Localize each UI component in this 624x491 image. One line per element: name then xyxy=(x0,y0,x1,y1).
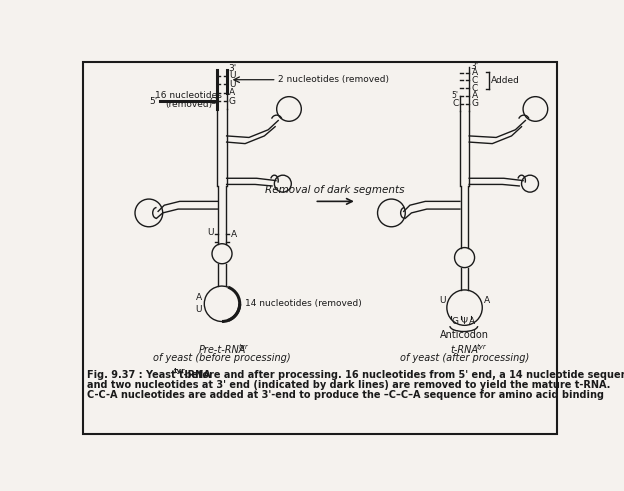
Text: G: G xyxy=(229,97,236,106)
Text: U: U xyxy=(195,305,202,314)
Text: Fig. 9.37 : Yeast t-RNA: Fig. 9.37 : Yeast t-RNA xyxy=(87,370,211,380)
Text: Added: Added xyxy=(490,76,520,85)
Text: A: A xyxy=(469,317,475,326)
Text: 3': 3' xyxy=(470,62,479,71)
Text: A: A xyxy=(196,293,202,302)
Text: 14 nucleotides (removed): 14 nucleotides (removed) xyxy=(245,300,362,308)
Text: G: G xyxy=(472,99,479,108)
Text: of yeast (after processing): of yeast (after processing) xyxy=(400,353,529,363)
Text: U: U xyxy=(229,80,235,89)
Text: A: A xyxy=(230,230,236,239)
Text: tyr: tyr xyxy=(239,344,249,350)
Text: A: A xyxy=(472,68,477,77)
Text: 16 nucleotides: 16 nucleotides xyxy=(155,91,222,100)
Text: t-RNA: t-RNA xyxy=(451,345,479,355)
Text: A: A xyxy=(472,91,477,100)
Text: C: C xyxy=(452,99,459,108)
Text: 5': 5' xyxy=(451,91,459,100)
Text: A: A xyxy=(229,88,235,97)
Text: U: U xyxy=(229,71,235,81)
Text: 2 nucleotides (removed): 2 nucleotides (removed) xyxy=(278,75,389,84)
Text: Removal of dark segments: Removal of dark segments xyxy=(265,185,405,195)
Text: C: C xyxy=(472,83,478,93)
Text: G: G xyxy=(452,317,459,326)
Text: tyr: tyr xyxy=(173,368,185,375)
Text: Pre-t-RNA: Pre-t-RNA xyxy=(198,345,246,355)
Text: C: C xyxy=(472,76,478,85)
Text: U: U xyxy=(207,228,213,238)
Text: 3': 3' xyxy=(228,64,236,74)
Text: and two nucleotides at 3' end (indicated by dark lines) are removed to yield the: and two nucleotides at 3' end (indicated… xyxy=(87,380,611,390)
Text: C: C xyxy=(210,97,216,106)
Text: before and after processing. 16 nucleotides from 5' end, a 14 nucleotide sequenc: before and after processing. 16 nucleoti… xyxy=(181,370,624,380)
Text: U: U xyxy=(439,296,446,305)
Text: of yeast (before processing): of yeast (before processing) xyxy=(154,353,291,363)
Text: Anticodon: Anticodon xyxy=(440,329,489,340)
Text: 5': 5' xyxy=(149,97,157,106)
Text: (removed): (removed) xyxy=(165,100,212,109)
Text: tyr: tyr xyxy=(477,344,487,350)
Text: Ψ: Ψ xyxy=(461,317,467,326)
Text: C-C-A nucleotides are added at 3'-end to produce the –C–C–A sequence for amino a: C-C-A nucleotides are added at 3'-end to… xyxy=(87,390,604,400)
Text: A: A xyxy=(484,296,490,305)
